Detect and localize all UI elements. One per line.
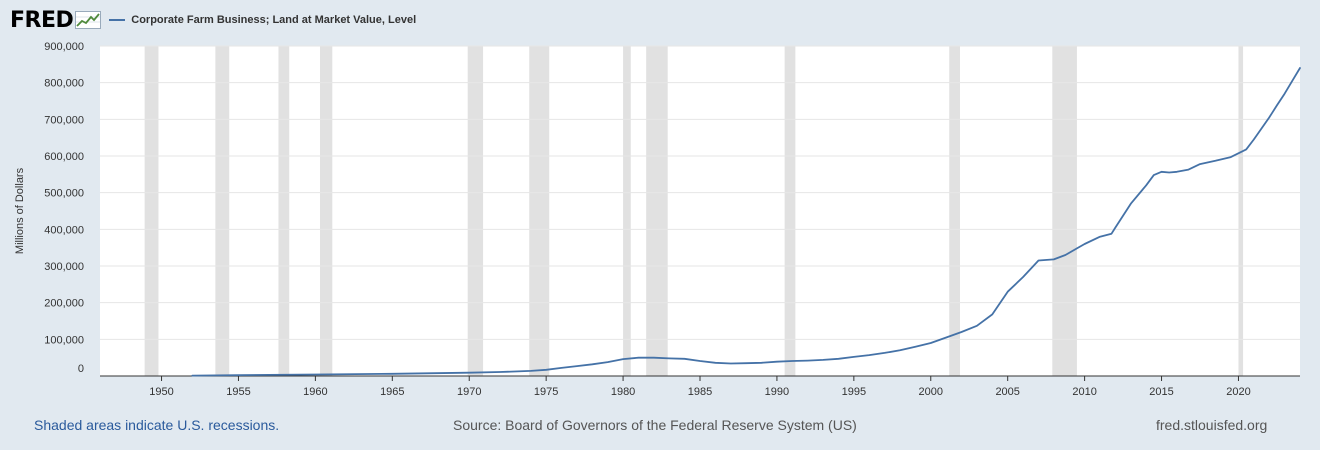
- x-tick-label: 1980: [611, 386, 635, 398]
- fred-logo[interactable]: FRED: [10, 7, 102, 33]
- series-layer: [191, 67, 1301, 377]
- y-tick-label: 600,000: [44, 151, 84, 163]
- recession-bands: [144, 46, 1244, 376]
- y-tick-label: 400,000: [44, 224, 84, 236]
- x-tick-label: 1985: [688, 386, 712, 398]
- chart-trend-icon: [75, 11, 102, 29]
- y-tick-label: 700,000: [44, 114, 84, 126]
- recession-band: [529, 46, 550, 376]
- recession-band: [144, 46, 159, 376]
- series-line: [191, 67, 1301, 377]
- x-tick-label: 1960: [303, 386, 327, 398]
- x-tick-label: 1975: [534, 386, 558, 398]
- recession-band: [623, 46, 631, 376]
- x-tick-label: 2015: [1149, 386, 1173, 398]
- y-tick-label: 800,000: [44, 78, 84, 90]
- fred-logo-text: FRED: [10, 7, 74, 33]
- x-tick-label: 1955: [226, 386, 250, 398]
- y-tick-label: 300,000: [44, 261, 84, 273]
- recession-note-link[interactable]: Shaded areas indicate U.S. recessions.: [34, 417, 280, 433]
- x-tick-label: 2005: [995, 386, 1019, 398]
- recession-band: [1052, 46, 1077, 376]
- source-text: Source: Board of Governors of the Federa…: [453, 417, 857, 433]
- recession-band: [320, 46, 333, 376]
- grid-lines: [100, 45, 1300, 340]
- y-tick-label: 500,000: [44, 188, 84, 200]
- y-tick-label: 200,000: [44, 298, 84, 310]
- x-tick-label: 1990: [765, 386, 789, 398]
- plot-background: [100, 46, 1300, 376]
- recession-band: [278, 46, 290, 376]
- x-tick-label: 2020: [1226, 386, 1250, 398]
- y-axis-label: Millions of Dollars: [14, 167, 26, 254]
- legend-line-swatch: [109, 19, 126, 21]
- line-chart: 0 100,000 200,000 300,000 400,000 500,000 600,…: [14, 41, 1301, 398]
- chart-legend: Corporate Farm Business; Land at Market …: [109, 14, 416, 26]
- x-tick-label: 1995: [842, 386, 866, 398]
- y-tick-label: 900,000: [44, 41, 84, 53]
- legend-series-label: Corporate Farm Business; Land at Market …: [131, 14, 417, 26]
- recession-band: [646, 46, 668, 376]
- x-tick-label: 1950: [149, 386, 173, 398]
- y-tick-label: 0: [78, 363, 84, 375]
- recession-band: [784, 46, 796, 376]
- recession-band: [1238, 46, 1244, 376]
- y-tick-label: 100,000: [44, 334, 84, 346]
- recession-band: [467, 46, 484, 376]
- chart-header: FRED Corporate Farm Business; Land at Ma…: [10, 6, 416, 34]
- site-link[interactable]: fred.stlouisfed.org: [1156, 417, 1268, 433]
- x-tick-label: 1970: [457, 386, 481, 398]
- x-tick-label: 2000: [919, 386, 943, 398]
- recession-band: [215, 46, 230, 376]
- recession-band: [949, 46, 960, 376]
- x-axis-ticks: 1950 1955 1960 1965 1970 1975 1980 1985 1990 1995…: [149, 376, 1251, 398]
- x-tick-label: 2010: [1072, 386, 1096, 398]
- y-axis-ticks: 0 100,000 200,000 300,000 400,000 500,000 600,…: [44, 41, 84, 375]
- x-tick-label: 1965: [380, 386, 404, 398]
